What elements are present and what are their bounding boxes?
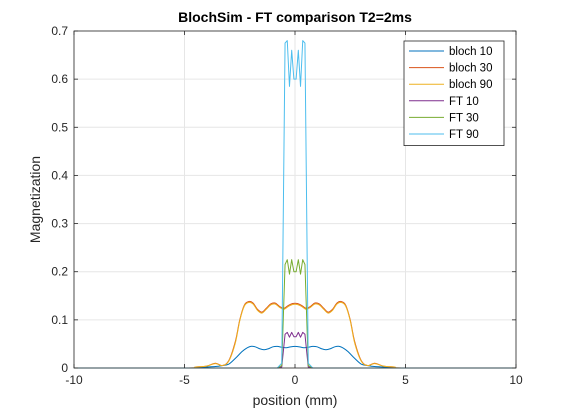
legend-label: FT 90	[449, 129, 479, 141]
y-tick-label: 0.4	[51, 168, 68, 182]
legend-label: FT 30	[449, 112, 479, 124]
y-tick-label: 0.3	[51, 217, 68, 231]
y-tick-label: 0.1	[51, 313, 68, 327]
y-tick-label: 0.6	[51, 72, 68, 86]
series-layer	[73, 40, 517, 369]
x-tick-label: -5	[179, 373, 190, 387]
ticks: -10 -5 0 5 10 0 0.1 0.2 0.3 0.4 0.5 0.6 0.7	[51, 24, 523, 387]
x-tick-label: -10	[65, 373, 83, 387]
series-line-ft-90	[74, 40, 516, 369]
x-tick-label: 5	[402, 373, 409, 387]
legend-box	[403, 40, 505, 146]
series-line-ft-30	[74, 259, 516, 369]
x-axis-label: position (mm)	[253, 392, 338, 408]
y-tick-label: 0	[61, 361, 68, 375]
series-line-ft-10	[74, 331, 516, 369]
legend-label: bloch 10	[449, 46, 492, 58]
x-tick-label: 0	[292, 373, 299, 387]
x-tick-label: 10	[509, 373, 523, 387]
legend-label: bloch 30	[449, 63, 492, 75]
y-tick-label: 0.5	[51, 120, 68, 134]
legend: bloch 10 bloch 30 bloch 90 FT 10 FT 30 FT 90	[403, 40, 505, 146]
y-tick-label: 0.2	[51, 265, 68, 279]
series-line-bloch-10	[73, 345, 517, 369]
series-line-bloch-90	[73, 301, 517, 369]
chart-title: BlochSim - FT comparison T2=2ms	[178, 9, 412, 25]
y-tick-label: 0.7	[51, 24, 68, 38]
y-axis-label: Magnetization	[27, 156, 43, 243]
legend-label: FT 10	[449, 96, 479, 108]
legend-label: bloch 90	[449, 79, 492, 91]
